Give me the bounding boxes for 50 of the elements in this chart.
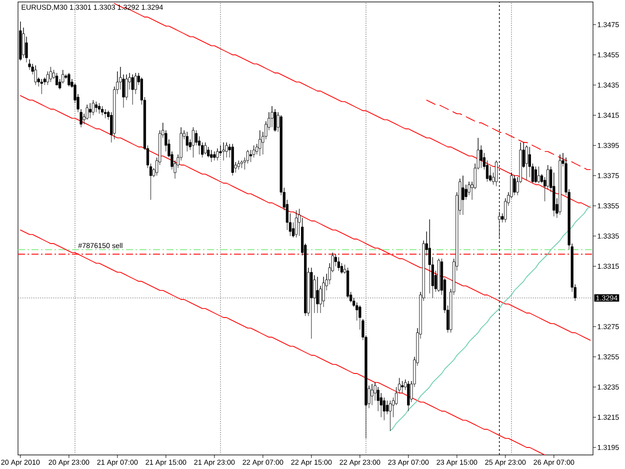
candlestick	[104, 108, 107, 118]
candlestick	[225, 142, 228, 158]
candlestick	[558, 154, 562, 216]
candlestick	[370, 384, 374, 406]
candlestick	[274, 108, 276, 132]
candlestick	[537, 166, 540, 184]
candlestick	[252, 145, 256, 158]
candlestick	[98, 102, 101, 114]
candlestick	[231, 144, 234, 176]
candlestick	[55, 72, 58, 86]
candlestick	[310, 268, 313, 339]
candlestick	[428, 219, 431, 294]
candlestick	[294, 210, 298, 238]
candlestick	[240, 160, 244, 168]
candlestick	[237, 160, 240, 170]
candlestick	[68, 72, 70, 87]
candlestick	[525, 145, 528, 180]
candlestick	[100, 106, 104, 116]
candlestick	[192, 127, 195, 158]
candlestick	[437, 258, 440, 292]
candlestick	[337, 256, 340, 271]
candlestick	[346, 268, 350, 298]
candlestick	[204, 142, 207, 155]
candlestick	[401, 380, 404, 394]
candlestick	[34, 65, 37, 86]
candlestick	[213, 151, 216, 161]
candlestick	[513, 175, 516, 196]
candlestick	[216, 148, 219, 161]
candlestick	[388, 400, 392, 432]
candlestick	[219, 145, 222, 156]
candlestick	[270, 106, 274, 128]
candlestick	[534, 166, 538, 184]
candlestick	[46, 71, 50, 86]
candlestick	[186, 132, 188, 152]
candlestick	[316, 276, 319, 314]
candlestick	[92, 100, 94, 116]
candlestick	[88, 102, 92, 118]
candlestick	[40, 78, 43, 94]
candlestick	[258, 130, 262, 156]
candlestick	[49, 66, 52, 82]
candlestick	[207, 146, 210, 158]
candlestick	[94, 101, 98, 112]
candlestick	[131, 74, 134, 105]
candlestick	[382, 397, 386, 420]
candlestick	[462, 175, 464, 216]
candlestick	[407, 380, 410, 412]
candlestick	[249, 150, 252, 162]
candlestick	[222, 142, 225, 161]
candlestick	[210, 150, 213, 162]
candlestick	[28, 59, 31, 70]
